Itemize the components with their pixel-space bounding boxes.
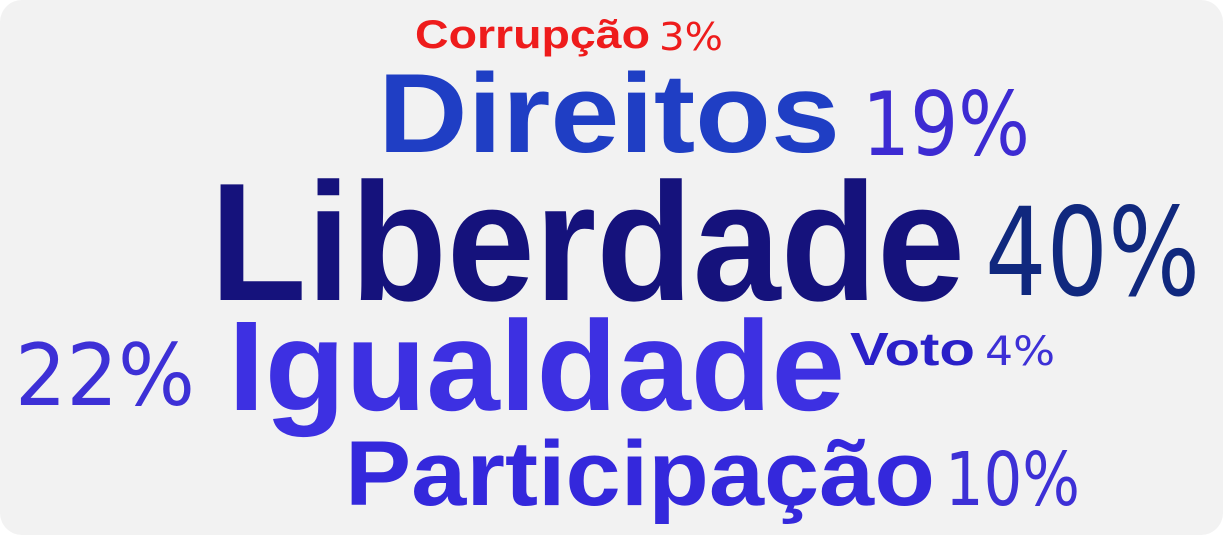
word: Direitos bbox=[378, 51, 840, 176]
word: Liberdade bbox=[210, 148, 965, 336]
word: Igualdade bbox=[228, 295, 845, 438]
share-label: 40% bbox=[985, 182, 1200, 324]
share-label: 3% bbox=[659, 15, 723, 59]
word: Voto bbox=[850, 323, 975, 375]
share-label: 22% bbox=[15, 326, 195, 426]
share-label: 19% bbox=[862, 73, 1030, 176]
share-label: 4% bbox=[985, 329, 1055, 375]
word: Participação bbox=[345, 423, 935, 525]
share-label: 10% bbox=[945, 437, 1080, 523]
word: Corrupção bbox=[415, 13, 650, 57]
